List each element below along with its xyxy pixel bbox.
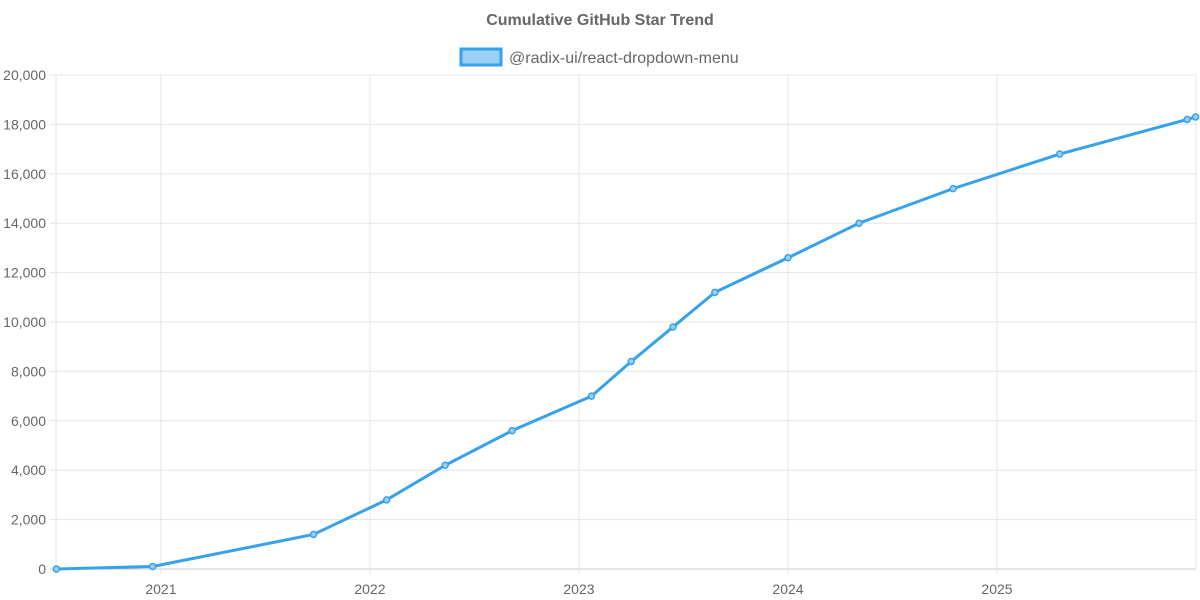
chart-title: Cumulative GitHub Star Trend <box>486 12 714 29</box>
data-point[interactable] <box>669 323 677 331</box>
data-point[interactable] <box>855 219 863 227</box>
data-point[interactable] <box>52 565 61 573</box>
y-tick-label: 18,000 <box>3 116 46 132</box>
x-tick-label: 2025 <box>981 581 1012 597</box>
series-line <box>56 115 1197 571</box>
data-point[interactable] <box>1183 115 1191 124</box>
data-point[interactable] <box>1055 150 1064 158</box>
y-axis: 0 2,000 4,000 6,000 8,000 10,000 12,000 14,000 1… <box>3 67 46 577</box>
data-point[interactable] <box>382 496 391 504</box>
y-tick-label: 12,000 <box>3 265 46 281</box>
x-tick-label: 2021 <box>145 581 176 597</box>
legend-swatch <box>459 47 503 67</box>
y-tick-label: 8,000 <box>11 363 46 379</box>
legend[interactable]: @radix-ui/react-dropdown-menu <box>459 47 739 67</box>
y-tick-label: 4,000 <box>11 462 46 478</box>
data-point[interactable] <box>711 288 719 297</box>
data-point[interactable] <box>587 392 596 400</box>
y-tick-label: 0 <box>38 561 46 577</box>
data-point[interactable] <box>508 426 516 435</box>
data-point[interactable] <box>309 530 318 539</box>
x-axis: 2021 2022 2023 2024 2025 <box>145 581 1012 597</box>
y-tick-label: 14,000 <box>3 215 46 231</box>
y-tick-label: 2,000 <box>11 512 46 528</box>
y-tick-label: 20,000 <box>3 67 46 83</box>
x-tick-label: 2023 <box>563 581 594 597</box>
data-point[interactable] <box>784 254 792 262</box>
y-tick-label: 10,000 <box>3 314 46 330</box>
data-point[interactable] <box>949 184 957 193</box>
series-layer <box>52 113 1200 573</box>
data-point[interactable] <box>148 562 157 571</box>
y-tick-label: 16,000 <box>3 166 46 182</box>
data-point[interactable] <box>441 461 449 470</box>
legend-label: @radix-ui/react-dropdown-menu <box>509 50 739 67</box>
x-tick-label: 2024 <box>772 581 803 597</box>
grid <box>50 74 1197 575</box>
data-point[interactable] <box>1191 113 1200 121</box>
x-tick-label: 2022 <box>354 581 385 597</box>
y-tick-label: 6,000 <box>11 413 46 429</box>
data-point[interactable] <box>627 357 635 366</box>
